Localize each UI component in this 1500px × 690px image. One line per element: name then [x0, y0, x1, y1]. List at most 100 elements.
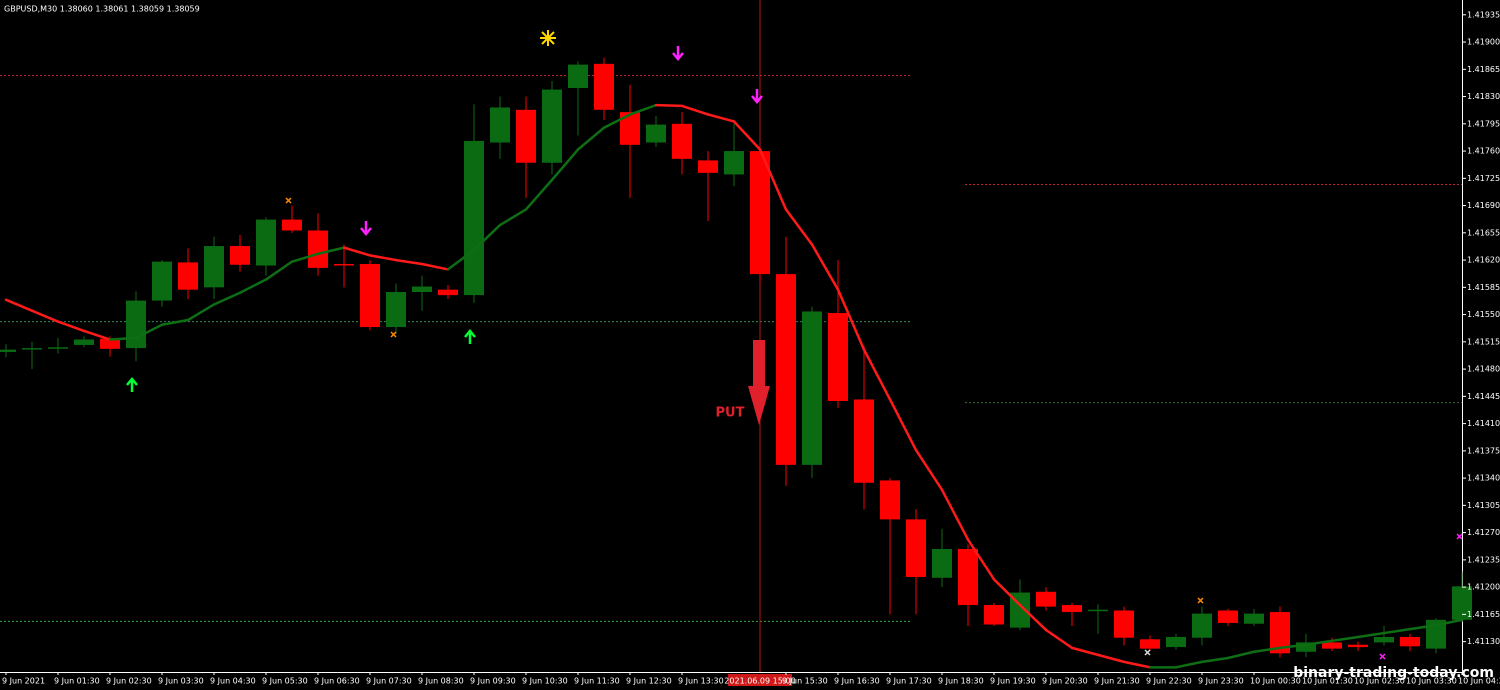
candle-body: [464, 140, 484, 296]
candle-body: [1166, 636, 1186, 648]
ma-segment: [4, 298, 34, 312]
y-tick-label: 1.41585: [1467, 283, 1500, 292]
ma-segment: [602, 113, 632, 129]
candle-body: [1270, 612, 1290, 654]
ma-segment: [1096, 653, 1126, 664]
ma-segment: [472, 223, 502, 252]
candle-body: [412, 286, 432, 293]
put-label: PUT: [716, 406, 745, 421]
candle-body: [620, 112, 640, 145]
ma-segment: [862, 348, 892, 401]
candle-body: [1452, 586, 1472, 620]
star-signal: [540, 30, 556, 46]
x-tick-label: 9 Jun 05:30: [262, 677, 308, 686]
y-tick-label: 1.41795: [1467, 119, 1500, 128]
ma-segment: [1070, 646, 1100, 657]
ma-segment: [1044, 628, 1074, 650]
sell-arrow: [672, 46, 684, 61]
candle-body: [1140, 639, 1160, 649]
ma-segment: [446, 248, 476, 271]
ma-segment: [784, 208, 814, 246]
plot: [0, 0, 1472, 672]
ma-segment: [1304, 639, 1334, 646]
ma-segment: [316, 246, 346, 256]
y-tick-label: 1.41235: [1467, 555, 1500, 564]
ma-segment: [654, 103, 684, 108]
ma-segment: [212, 291, 242, 306]
candle-body: [958, 548, 978, 606]
y-tick-label: 1.41620: [1467, 256, 1500, 265]
candle-body: [386, 292, 406, 328]
candle-body: [48, 347, 68, 349]
x-tick-label: 9 Jun 08:30: [418, 677, 464, 686]
crosshair-label: 2021.06.09 15:00: [724, 677, 795, 686]
y-tick-label: 1.41865: [1467, 65, 1500, 74]
candle-body: [594, 63, 614, 110]
x-tick-label: 9 Jun 11:30: [574, 677, 620, 686]
ma-segment: [524, 178, 554, 211]
crosshair-label-bg: [728, 674, 792, 686]
x-marker: [285, 197, 292, 204]
x-tick-label: 9 Jun 06:30: [314, 677, 360, 686]
ma-segment: [1122, 660, 1152, 669]
ma-segment: [342, 246, 372, 257]
x-tick-label: 9 Jun 04:30: [210, 677, 256, 686]
sell-arrow: [751, 89, 763, 104]
x-tick-label: 9 Jun 03:30: [158, 677, 204, 686]
x-tick-label: 9 Jun 07:30: [366, 677, 412, 686]
candle-body: [984, 605, 1004, 625]
candle-body: [1400, 636, 1420, 647]
ma-segment: [264, 260, 294, 281]
candle-body: [1296, 642, 1316, 652]
x-tick-label: 10 Jun 01:30: [1302, 677, 1353, 686]
candle-body: [542, 89, 562, 163]
y-tick-label: 1.41410: [1467, 419, 1500, 428]
ma-segment: [940, 488, 970, 541]
x-marker: [1379, 653, 1386, 660]
ma-segment: [368, 254, 398, 262]
ma-segment: [966, 538, 996, 581]
ma-segment: [1382, 627, 1412, 635]
candle-body: [152, 261, 172, 301]
buy-arrow: [126, 377, 138, 392]
candle-body: [1114, 610, 1134, 638]
ma-segment: [550, 148, 580, 182]
ma-segment: [680, 104, 710, 116]
y-tick-label: 1.41515: [1467, 337, 1500, 346]
y-tick-label: 1.41655: [1467, 228, 1500, 237]
sell-arrow: [360, 221, 372, 236]
candle-body: [74, 339, 94, 345]
candle-body: [854, 399, 874, 483]
buy-arrow: [464, 329, 476, 344]
x-tick-label: 9 Jun 23:30: [1198, 677, 1244, 686]
ma-segment: [732, 120, 762, 151]
ma-segment: [1226, 650, 1256, 660]
candle-body: [1348, 644, 1368, 648]
candle-body: [672, 123, 692, 159]
put-arrow: [748, 340, 770, 425]
ma-segment: [1356, 631, 1386, 639]
y-tick-label: 1.41130: [1467, 637, 1500, 646]
y-tick-label: 1.41935: [1467, 10, 1500, 19]
ma-segment: [30, 309, 60, 323]
x-tick-label: 9 Jun 22:30: [1146, 677, 1192, 686]
candle-body: [438, 289, 458, 296]
candle-body: [568, 64, 588, 88]
ma-segment: [1018, 603, 1048, 632]
ma-segment: [810, 243, 840, 291]
candle-body: [308, 230, 328, 268]
ma-segment: [914, 448, 944, 492]
candle-body: [906, 519, 926, 578]
ma-segment: [134, 323, 164, 340]
ma-segment: [706, 113, 736, 123]
y-tick-label: 1.41690: [1467, 201, 1500, 210]
ma-segment: [1434, 618, 1464, 627]
ma-segment: [628, 103, 658, 116]
candle-body: [1322, 642, 1342, 649]
ma-segment: [56, 320, 86, 333]
ma-segment: [1174, 660, 1204, 669]
chart-title: GBPUSD,M30 1.38060 1.38061 1.38059 1.380…: [4, 5, 200, 14]
ma-segment: [1252, 646, 1282, 654]
candle-body: [282, 219, 302, 231]
